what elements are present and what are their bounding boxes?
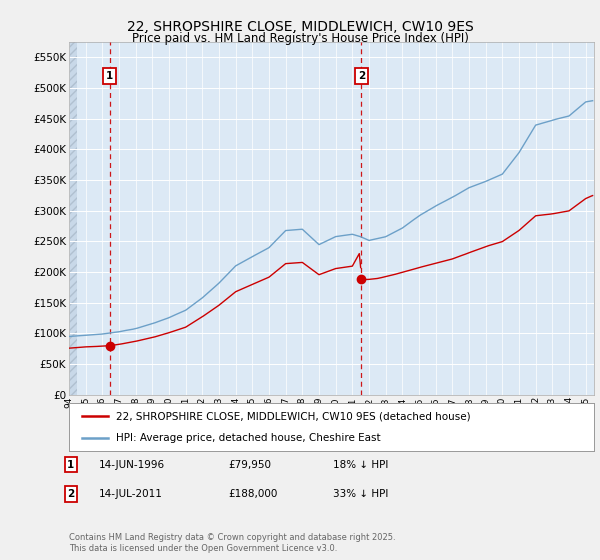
Bar <box>69 42 77 395</box>
Text: £79,950: £79,950 <box>228 460 271 470</box>
Text: 22, SHROPSHIRE CLOSE, MIDDLEWICH, CW10 9ES (detached house): 22, SHROPSHIRE CLOSE, MIDDLEWICH, CW10 9… <box>116 411 471 421</box>
Text: 18% ↓ HPI: 18% ↓ HPI <box>333 460 388 470</box>
Text: 1: 1 <box>106 71 113 81</box>
Text: Contains HM Land Registry data © Crown copyright and database right 2025.
This d: Contains HM Land Registry data © Crown c… <box>69 533 395 553</box>
Text: 33% ↓ HPI: 33% ↓ HPI <box>333 489 388 499</box>
Text: 14-JUN-1996: 14-JUN-1996 <box>99 460 165 470</box>
Text: £188,000: £188,000 <box>228 489 277 499</box>
Text: 2: 2 <box>358 71 365 81</box>
Text: 1: 1 <box>67 460 74 470</box>
Text: 22, SHROPSHIRE CLOSE, MIDDLEWICH, CW10 9ES: 22, SHROPSHIRE CLOSE, MIDDLEWICH, CW10 9… <box>127 20 473 34</box>
Text: 2: 2 <box>67 489 74 499</box>
Text: 14-JUL-2011: 14-JUL-2011 <box>99 489 163 499</box>
Text: Price paid vs. HM Land Registry's House Price Index (HPI): Price paid vs. HM Land Registry's House … <box>131 32 469 45</box>
Text: HPI: Average price, detached house, Cheshire East: HPI: Average price, detached house, Ches… <box>116 433 381 443</box>
